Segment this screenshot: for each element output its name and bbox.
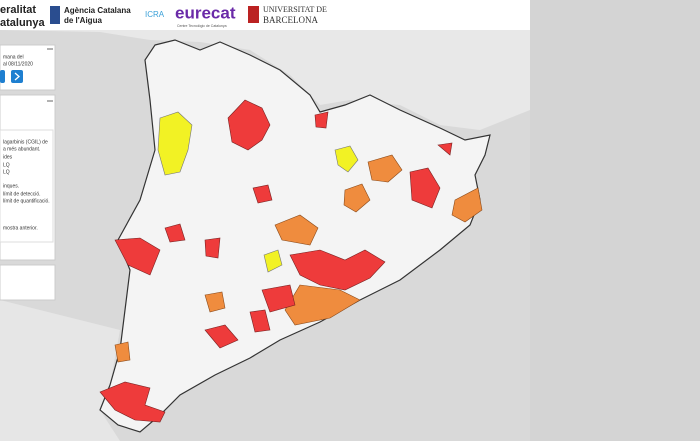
zones xyxy=(99,99,483,423)
neighbour-land xyxy=(0,30,530,130)
zone xyxy=(157,111,193,176)
legend-text: límit de detecció. xyxy=(3,191,41,197)
zone xyxy=(164,223,186,243)
legend-text: ides xyxy=(3,154,13,160)
zone xyxy=(289,249,386,291)
icra-logo: ICRA xyxy=(145,10,165,19)
zone xyxy=(409,167,441,209)
legend-text: LQ xyxy=(3,162,10,168)
week-label: mana del xyxy=(3,54,24,60)
zone xyxy=(437,142,453,156)
agency-logo: Agència Catalana xyxy=(64,6,131,15)
agency-icon xyxy=(50,6,60,24)
eurecat-logo: eurecat xyxy=(175,3,236,22)
legend-text: lagarbinis (CGIL) de xyxy=(3,139,48,145)
government-logo: atalunya xyxy=(0,17,46,29)
zone xyxy=(343,183,371,213)
legend-text: límit de quantificació. xyxy=(3,198,50,204)
legend-box xyxy=(0,129,54,243)
legend-text: mostra anterior. xyxy=(3,225,38,231)
legend-text: LQ xyxy=(3,169,10,175)
next-icon xyxy=(14,72,20,81)
zone xyxy=(334,145,359,173)
agency-logo: de l'Aigua xyxy=(64,16,102,25)
zone xyxy=(204,291,226,313)
zone xyxy=(249,309,271,333)
next-button[interactable] xyxy=(11,70,23,83)
zone xyxy=(314,111,329,129)
prev-button[interactable] xyxy=(0,70,5,83)
zone xyxy=(261,284,296,313)
zone xyxy=(451,187,483,223)
government-logo: eralitat xyxy=(0,4,36,16)
zone xyxy=(284,284,361,326)
legend-text: a més abundant. xyxy=(3,146,40,152)
zone xyxy=(227,99,271,151)
zone xyxy=(99,381,166,423)
zone xyxy=(263,249,283,273)
zone xyxy=(252,184,273,204)
zone xyxy=(114,341,131,363)
university-shield xyxy=(248,6,259,23)
zone xyxy=(114,237,161,276)
legend-panel xyxy=(0,94,56,261)
week-label: al 08/11/2020 xyxy=(3,61,33,67)
neighbour-land xyxy=(0,300,120,441)
legend-text: inques. xyxy=(3,183,19,189)
date-panel xyxy=(0,44,56,91)
zone xyxy=(367,154,403,183)
eurecat-tagline: Centre Tecnològic de Catalunya xyxy=(177,24,227,28)
zone xyxy=(204,324,239,349)
university-logo: BARCELONA xyxy=(263,15,319,25)
zone xyxy=(274,214,319,246)
university-logo: UNIVERSITAT DE xyxy=(263,5,327,14)
header xyxy=(0,0,530,30)
extra-panel xyxy=(0,264,56,301)
zone xyxy=(204,237,221,259)
